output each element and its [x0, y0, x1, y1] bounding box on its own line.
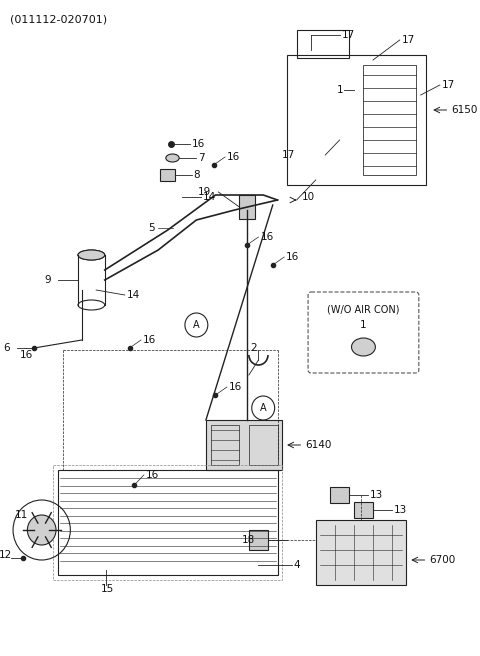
Text: 5: 5: [149, 223, 155, 233]
Text: (W/O AIR CON): (W/O AIR CON): [327, 305, 400, 315]
Text: 4: 4: [294, 560, 300, 570]
Bar: [53, 465, 282, 580]
Bar: [211, 425, 240, 465]
Text: 9: 9: [45, 275, 51, 285]
Text: 6: 6: [3, 343, 10, 353]
Text: 17: 17: [402, 35, 415, 45]
Text: 16: 16: [146, 470, 159, 480]
Text: 6150: 6150: [451, 105, 478, 115]
Bar: [249, 530, 268, 550]
Text: 16: 16: [192, 139, 205, 149]
Text: 16: 16: [286, 252, 300, 262]
Text: 10: 10: [301, 192, 314, 202]
Text: 6140: 6140: [305, 440, 332, 450]
Bar: [316, 520, 407, 585]
Text: 14: 14: [127, 290, 140, 300]
Ellipse shape: [78, 250, 105, 260]
Bar: [363, 65, 416, 175]
Text: 2: 2: [250, 343, 256, 353]
Text: 17: 17: [282, 150, 296, 160]
Ellipse shape: [166, 154, 179, 162]
Text: 13: 13: [370, 490, 384, 500]
Text: 17: 17: [442, 80, 455, 90]
Text: 8: 8: [193, 170, 200, 180]
Bar: [58, 470, 277, 575]
Text: A: A: [193, 320, 200, 330]
Text: 6700: 6700: [429, 555, 456, 565]
Circle shape: [27, 515, 56, 545]
Text: 7: 7: [198, 153, 205, 163]
Bar: [354, 502, 373, 518]
Bar: [160, 169, 175, 181]
Bar: [249, 425, 277, 465]
Text: 16: 16: [143, 335, 156, 345]
Text: (011112-020701): (011112-020701): [10, 15, 108, 25]
Text: 1: 1: [336, 85, 343, 95]
Text: 18: 18: [242, 535, 255, 545]
Bar: [297, 30, 349, 58]
Text: 17: 17: [341, 30, 355, 40]
Text: 15: 15: [101, 584, 114, 594]
Text: 14: 14: [203, 192, 216, 202]
Bar: [330, 487, 349, 503]
Text: A: A: [260, 403, 266, 413]
Text: 1: 1: [360, 320, 367, 330]
Text: 16: 16: [227, 152, 240, 162]
Text: 11: 11: [15, 510, 28, 520]
Text: 16: 16: [229, 382, 242, 392]
Text: 19: 19: [197, 187, 211, 197]
Text: 16: 16: [20, 350, 33, 360]
Ellipse shape: [351, 338, 375, 356]
Bar: [240, 195, 254, 219]
Text: 16: 16: [260, 232, 274, 242]
Bar: [287, 55, 425, 185]
Bar: [206, 420, 282, 470]
Text: 12: 12: [0, 550, 12, 560]
Text: 13: 13: [394, 505, 407, 515]
